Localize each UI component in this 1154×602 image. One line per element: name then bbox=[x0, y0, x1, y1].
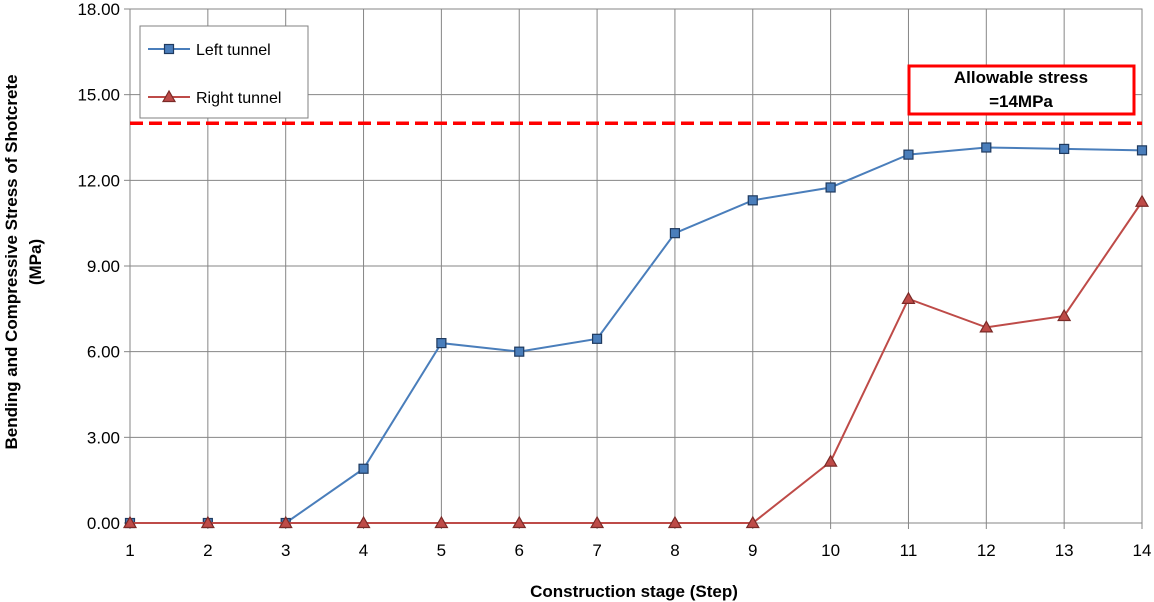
data-point bbox=[122, 515, 138, 529]
annotation-box bbox=[907, 64, 1136, 116]
y-tick-label: 0.00 bbox=[87, 514, 120, 533]
data-point bbox=[901, 291, 916, 304]
x-tick-label: 12 bbox=[977, 541, 996, 560]
legend-item: Left tunnel bbox=[148, 42, 271, 59]
x-tick-label: 10 bbox=[821, 541, 840, 560]
data-point bbox=[514, 346, 525, 357]
data-point bbox=[434, 515, 449, 529]
data-point bbox=[981, 142, 992, 153]
legend-label: Right tunnel bbox=[196, 90, 281, 107]
y-tick-label: 3.00 bbox=[87, 428, 120, 447]
data-point bbox=[358, 463, 369, 474]
legend-marker bbox=[163, 43, 175, 55]
data-point bbox=[200, 515, 215, 529]
y-tick-label: 12.00 bbox=[77, 171, 120, 190]
y-axis-title: Bending and Compressive Stress of Shotcr… bbox=[2, 74, 45, 449]
x-tick-label: 5 bbox=[437, 541, 446, 560]
allowable-stress-annotation: Allowable stress =14MPa bbox=[907, 64, 1136, 116]
data-point bbox=[590, 515, 605, 529]
legend-box bbox=[139, 25, 309, 119]
y-tick-label: 6.00 bbox=[87, 343, 120, 362]
data-point bbox=[903, 149, 914, 160]
x-tick-label: 6 bbox=[514, 541, 523, 560]
data-point bbox=[356, 515, 371, 529]
data-point bbox=[1134, 194, 1150, 207]
series-line bbox=[130, 146, 1143, 524]
legend-label: Left tunnel bbox=[196, 42, 271, 59]
data-point bbox=[1059, 143, 1070, 155]
x-tick-label: 3 bbox=[281, 541, 290, 560]
annotation-line1: Allowable stress bbox=[954, 68, 1088, 87]
legend-item: Right tunnel bbox=[148, 89, 281, 107]
y-tick-label: 15.00 bbox=[77, 86, 120, 105]
legend: Left tunnel Right tunnel bbox=[139, 25, 309, 119]
data-point bbox=[436, 338, 447, 349]
x-tick-label: 7 bbox=[592, 541, 601, 560]
data-point bbox=[1136, 145, 1148, 156]
x-tick-label: 13 bbox=[1055, 541, 1074, 560]
data-point bbox=[591, 333, 603, 344]
series-left-tunnel bbox=[124, 142, 1148, 529]
data-point bbox=[823, 454, 838, 467]
x-tick-label: 8 bbox=[670, 541, 679, 560]
x-tick-label: 2 bbox=[203, 541, 212, 560]
y-tick-label: 18.00 bbox=[77, 0, 120, 19]
y-axis-title-line1: Bending and Compressive Stress of Shotcr… bbox=[2, 74, 21, 449]
data-point bbox=[747, 195, 758, 206]
data-point bbox=[669, 228, 681, 239]
data-point bbox=[512, 515, 527, 529]
annotation-line2: =14MPa bbox=[989, 92, 1053, 111]
x-tick-label: 1 bbox=[125, 541, 134, 560]
y-tick-label: 9.00 bbox=[87, 257, 120, 276]
data-point bbox=[979, 320, 994, 333]
data-point bbox=[667, 515, 682, 529]
x-tick-label: 11 bbox=[900, 541, 918, 560]
series-right-tunnel bbox=[122, 194, 1150, 529]
data-point bbox=[825, 182, 836, 193]
x-tick-label: 14 bbox=[1133, 541, 1152, 560]
legend-marker bbox=[161, 89, 177, 103]
data-point bbox=[278, 515, 293, 529]
series-layer bbox=[122, 142, 1150, 529]
data-point bbox=[1057, 308, 1072, 322]
x-tick-label: 4 bbox=[359, 541, 368, 560]
x-axis-title: Construction stage (Step) bbox=[530, 582, 738, 601]
data-point bbox=[745, 515, 760, 529]
series-line bbox=[130, 201, 1143, 524]
y-axis-title-line2: (MPa) bbox=[26, 239, 45, 285]
x-tick-label: 9 bbox=[748, 541, 757, 560]
